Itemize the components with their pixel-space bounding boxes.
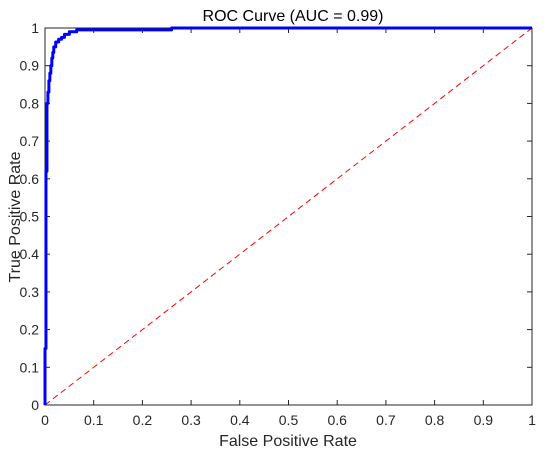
chart-title: ROC Curve (AUC = 0.99) [203, 8, 384, 25]
y-tick-label: 0.8 [20, 95, 40, 111]
x-tick-label: 0.3 [181, 412, 201, 428]
y-tick-label: 0.2 [20, 322, 40, 338]
y-tick-label: 0.6 [20, 171, 40, 187]
y-tick-label: 0.7 [20, 133, 40, 149]
y-tick-label: 0.4 [20, 246, 40, 262]
x-tick-label: 0.5 [279, 412, 299, 428]
roc-curve-line [43, 26, 532, 405]
axis-tick-labels: 0 0.1 0.2 0.3 0.4 0.5 0.6 0.7 0.8 0.9 1 0 0.1 0.2 0.3 0… [20, 20, 537, 428]
x-tick-label: 0.7 [376, 412, 396, 428]
y-tick-label: 0.1 [20, 359, 40, 375]
x-tick-label: 0.1 [84, 412, 104, 428]
y-tick-label: 1 [31, 20, 39, 36]
x-tick-label: 0.6 [327, 412, 347, 428]
x-tick-label: 0.8 [425, 412, 445, 428]
x-tick-label: 0.2 [133, 412, 153, 428]
x-tick-label: 0.4 [230, 412, 250, 428]
x-tick-label: 1 [528, 412, 536, 428]
y-tick-label: 0.9 [20, 58, 40, 74]
y-axis-label: True Positive Rate [7, 151, 24, 282]
x-tick-label: 0 [41, 412, 49, 428]
y-tick-label: 0.3 [20, 284, 40, 300]
y-tick-label: 0 [31, 397, 39, 413]
x-tick-label: 0.9 [474, 412, 494, 428]
y-tick-label: 0.5 [20, 209, 40, 225]
reference-diagonal-line [44, 27, 533, 406]
x-axis-label: False Positive Rate [219, 433, 357, 450]
